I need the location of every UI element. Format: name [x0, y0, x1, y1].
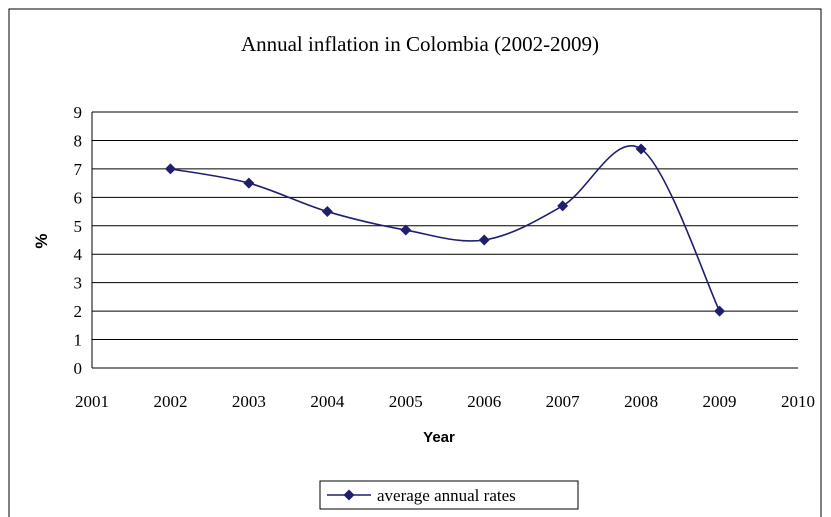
data-point — [478, 234, 490, 246]
y-tick-label: 6 — [74, 188, 83, 207]
y-tick-label: 5 — [74, 217, 83, 236]
x-tick-labels: 2001 2002 2003 2004 2005 2006 2007 2008 2009 2010 — [75, 392, 815, 411]
series-markers — [164, 143, 726, 317]
y-tick-labels: 0 1 2 3 4 5 6 7 8 9 — [74, 103, 83, 378]
x-axis-label: Year — [423, 429, 455, 446]
gridlines — [92, 111, 798, 369]
x-tick-label: 2004 — [310, 392, 345, 411]
data-point — [714, 305, 726, 317]
x-tick-label: 2009 — [703, 392, 737, 411]
chart-border — [8, 8, 822, 517]
x-tick-label: 2008 — [624, 392, 658, 411]
x-tick-label: 2010 — [781, 392, 815, 411]
y-tick-label: 7 — [74, 160, 83, 179]
legend-label: average annual rates — [377, 486, 516, 505]
data-point — [400, 224, 412, 236]
data-point — [164, 163, 176, 175]
data-point — [321, 206, 333, 218]
x-tick-label: 2006 — [467, 392, 501, 411]
chart-title: Annual inflation in Colombia (2002-2009) — [241, 32, 599, 56]
y-tick-label: 3 — [74, 274, 83, 293]
data-point — [557, 200, 569, 212]
y-tick-label: 0 — [74, 359, 83, 378]
y-tick-label: 1 — [74, 331, 83, 350]
x-tick-label: 2003 — [232, 392, 266, 411]
legend: average annual rates — [319, 480, 579, 510]
data-point — [635, 143, 647, 155]
x-tick-label: 2007 — [546, 392, 581, 411]
y-tick-label: 9 — [74, 103, 83, 122]
data-point — [243, 177, 255, 189]
x-tick-label: 2001 — [75, 392, 109, 411]
x-tick-label: 2002 — [153, 392, 187, 411]
x-tick-label: 2005 — [389, 392, 423, 411]
y-tick-label: 4 — [74, 245, 83, 264]
legend-marker — [343, 489, 355, 501]
y-tick-label: 8 — [74, 131, 83, 150]
y-axis-label: % — [32, 233, 51, 248]
y-tick-label: 2 — [74, 302, 83, 321]
